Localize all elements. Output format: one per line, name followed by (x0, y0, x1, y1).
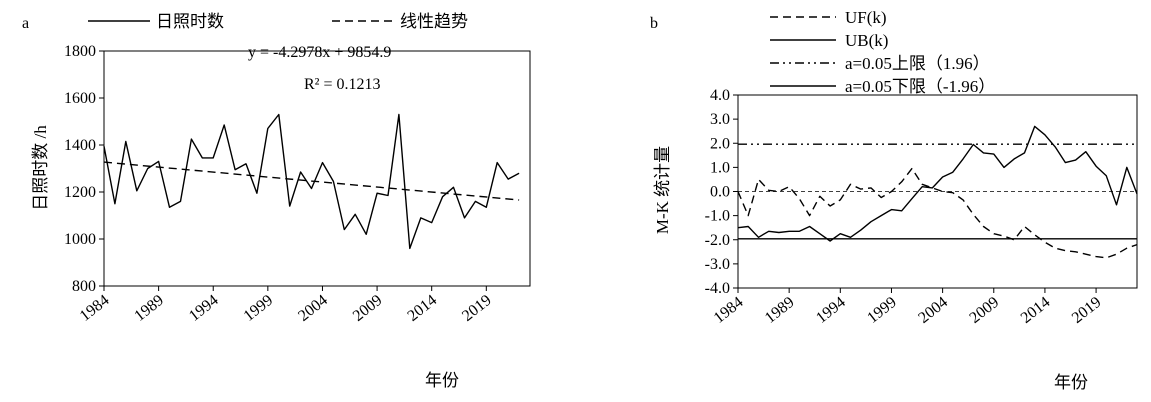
x-tick-label: 2004 (295, 292, 331, 325)
y-axis-a: 800 1000 1200 1400 1600 1800 (64, 43, 104, 295)
x-tick-label: 2004 (915, 294, 951, 327)
y-axis-label-a: 日照时数 /h (31, 125, 50, 211)
y-tick-label: -3.0 (705, 256, 730, 273)
y-tick-label: -1.0 (705, 208, 730, 225)
x-tick-label: 1989 (762, 294, 798, 327)
y-tick-label: 1600 (64, 90, 96, 107)
panel-b-label: b (650, 15, 658, 32)
y-tick-label: 2.0 (710, 135, 730, 152)
legend-b: UF(k) UB(k) a=0.05上限（1.96） a=0.05下限（-1.9… (770, 8, 995, 96)
x-tick-label: 1999 (864, 294, 900, 327)
x-tick-label: 2009 (350, 292, 386, 325)
legend-b-series-2: a=0.05上限（1.96） (845, 54, 990, 73)
x-tick-label: 1984 (711, 294, 747, 327)
y-tick-label: 1400 (64, 137, 96, 154)
x-tick-label: 2019 (459, 292, 495, 325)
legend-a: 日照时数 线性趋势 (88, 12, 468, 31)
y-tick-label: 800 (72, 278, 96, 295)
x-tick-label: 1989 (131, 292, 167, 325)
x-axis-b: 1984 1989 1994 1999 2004 2009 2014 2019 (711, 288, 1105, 327)
x-tick-label: 1994 (813, 294, 849, 327)
legend-a-series-1: 线性趋势 (400, 12, 468, 31)
x-axis-a: 1984 1989 1994 1999 2004 2009 2014 2019 (77, 286, 495, 325)
y-tick-label: 3.0 (710, 111, 730, 128)
x-tick-label: 2019 (1069, 294, 1105, 327)
y-tick-label: 1200 (64, 184, 96, 201)
x-tick-label: 1984 (77, 292, 113, 325)
y-axis-b: -4.0 -3.0 -2.0 -1.0 0.0 1.0 2.0 3.0 4.0 (705, 87, 738, 297)
y-axis-label-b: M-K 统计量 (653, 146, 672, 234)
series-line-1 (737, 125, 1138, 242)
panel-a: a 日照时数 线性趋势 800 1000 1200 1400 1600 1800 1984… (22, 12, 531, 390)
y-tick-label: 0.0 (710, 184, 730, 201)
y-tick-label: -4.0 (705, 280, 730, 297)
y-tick-label: 1000 (64, 231, 96, 248)
y-tick-label: 1800 (64, 43, 96, 60)
series-line-1 (103, 161, 520, 201)
panel-a-label: a (22, 15, 29, 32)
x-tick-label: 2014 (404, 292, 440, 325)
x-axis-label-b: 年份 (1054, 373, 1088, 392)
series-line-0 (737, 167, 1138, 259)
x-tick-label: 1994 (186, 292, 222, 325)
y-tick-label: 4.0 (710, 87, 730, 104)
series-line-0 (103, 113, 520, 250)
trend-equation: y = -4.2978x + 9854.9 (248, 44, 391, 61)
r-squared: R² = 0.1213 (304, 76, 381, 93)
x-tick-label: 2009 (967, 294, 1003, 327)
legend-b-series-0: UF(k) (845, 8, 887, 27)
x-tick-label: 1999 (241, 292, 277, 325)
x-tick-label: 2014 (1018, 294, 1054, 327)
legend-a-series-0: 日照时数 (156, 12, 224, 31)
panel-b: b UF(k) UB(k) a=0.05上限（1.96） a=0.05下限（-1… (650, 8, 1138, 392)
legend-b-series-1: UB(k) (845, 31, 888, 50)
y-tick-label: 1.0 (710, 159, 730, 176)
y-tick-label: -2.0 (705, 232, 730, 249)
series-b (737, 125, 1138, 259)
series-a (103, 113, 520, 250)
x-axis-label-a: 年份 (425, 371, 459, 390)
legend-b-series-3: a=0.05下限（-1.96） (845, 77, 995, 96)
plot-frame-a (103, 50, 531, 287)
